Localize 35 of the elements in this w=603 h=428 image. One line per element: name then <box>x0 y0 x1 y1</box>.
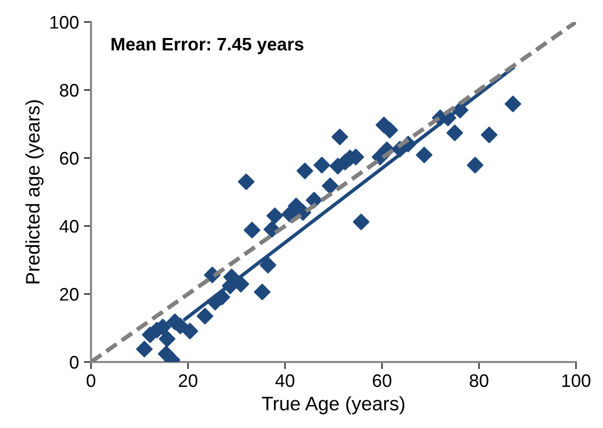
point <box>504 96 522 112</box>
x-axis-title: True Age (years) <box>262 396 404 414</box>
x-tick-label: 0 <box>86 374 96 388</box>
point <box>182 322 198 340</box>
point <box>466 156 484 174</box>
x-tick-label: 100 <box>562 374 590 388</box>
y-tick-label: 60 <box>60 152 78 165</box>
point <box>266 208 284 224</box>
y-tick-label: 40 <box>60 220 78 233</box>
y-tick-label: 0 <box>70 356 78 369</box>
point <box>314 156 330 174</box>
x-tick-label: 20 <box>178 374 198 388</box>
x-tick-label: 60 <box>372 374 392 388</box>
point <box>158 330 176 348</box>
y-axis-title: Predicted age (years) <box>25 100 44 284</box>
y-tick-label: 80 <box>60 84 78 97</box>
point <box>452 102 468 118</box>
point <box>446 124 464 142</box>
point <box>332 128 348 146</box>
annotation: Mean Error: 7.45 years <box>112 38 304 54</box>
point <box>196 308 214 324</box>
point <box>416 146 432 164</box>
y-tick-label: 100 <box>50 16 78 29</box>
y-tick-label: 20 <box>60 288 78 301</box>
x-tick-label: 80 <box>470 374 488 388</box>
point <box>352 214 370 230</box>
point <box>296 162 314 180</box>
point <box>238 174 254 190</box>
point <box>254 284 271 300</box>
x-tick-label: 40 <box>275 374 294 388</box>
point <box>480 126 498 144</box>
point <box>260 256 276 274</box>
point <box>244 222 260 238</box>
point <box>322 178 338 194</box>
point <box>136 340 153 358</box>
